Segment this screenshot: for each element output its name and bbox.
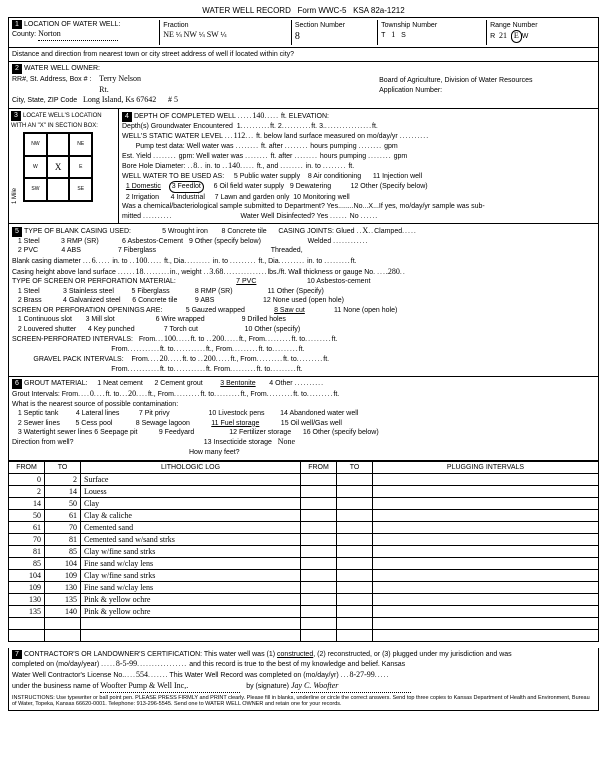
section-grid: NWNE WXE SWSE	[23, 132, 93, 202]
form-header: WATER WELL RECORD Form WWC-5 KSA 82a-121…	[8, 6, 599, 15]
table-row: 130135Pink & yellow ochre	[9, 593, 599, 605]
section-6: 6GROUT MATERIAL: 1 Neat cement 2 Cement …	[8, 377, 599, 460]
section-7: 7CONTRACTOR'S OR LANDOWNER'S CERTIFICATI…	[8, 648, 599, 711]
section-2: 2WATER WELL OWNER: RR#, St. Address, Box…	[8, 62, 599, 109]
table-row: 104109Clay w/fine sand strks	[9, 569, 599, 581]
table-row: 214Louess	[9, 485, 599, 497]
table-row	[9, 629, 599, 641]
section-3-4: 3LOCATE WELL'S LOCATION WITH AN "X" IN S…	[8, 109, 599, 224]
section-5: 5TYPE OF BLANK CASING USED: 5 Wrought ir…	[8, 224, 599, 377]
table-row: 85104Fine sand w/clay lens	[9, 557, 599, 569]
table-row: 6170Cemented sand	[9, 521, 599, 533]
section-1-dist: Distance and direction from nearest town…	[8, 48, 599, 62]
lithologic-log-table: FROM TO LITHOLOGIC LOG FROM TO PLUGGING …	[8, 461, 599, 642]
table-row: 02Surface	[9, 473, 599, 485]
table-row: 5061Clay & caliche	[9, 509, 599, 521]
table-row: 1450Clay	[9, 497, 599, 509]
table-row: 8185Clay w/fine sand strks	[9, 545, 599, 557]
table-row: 7081Cemented sand w/sand strks	[9, 533, 599, 545]
section-1: 1LOCATION OF WATER WELL: County: Norton …	[8, 17, 599, 48]
table-row	[9, 617, 599, 629]
table-row: 135140Pink & yellow ochre	[9, 605, 599, 617]
table-row: 109130Fine sand w/clay lens	[9, 581, 599, 593]
